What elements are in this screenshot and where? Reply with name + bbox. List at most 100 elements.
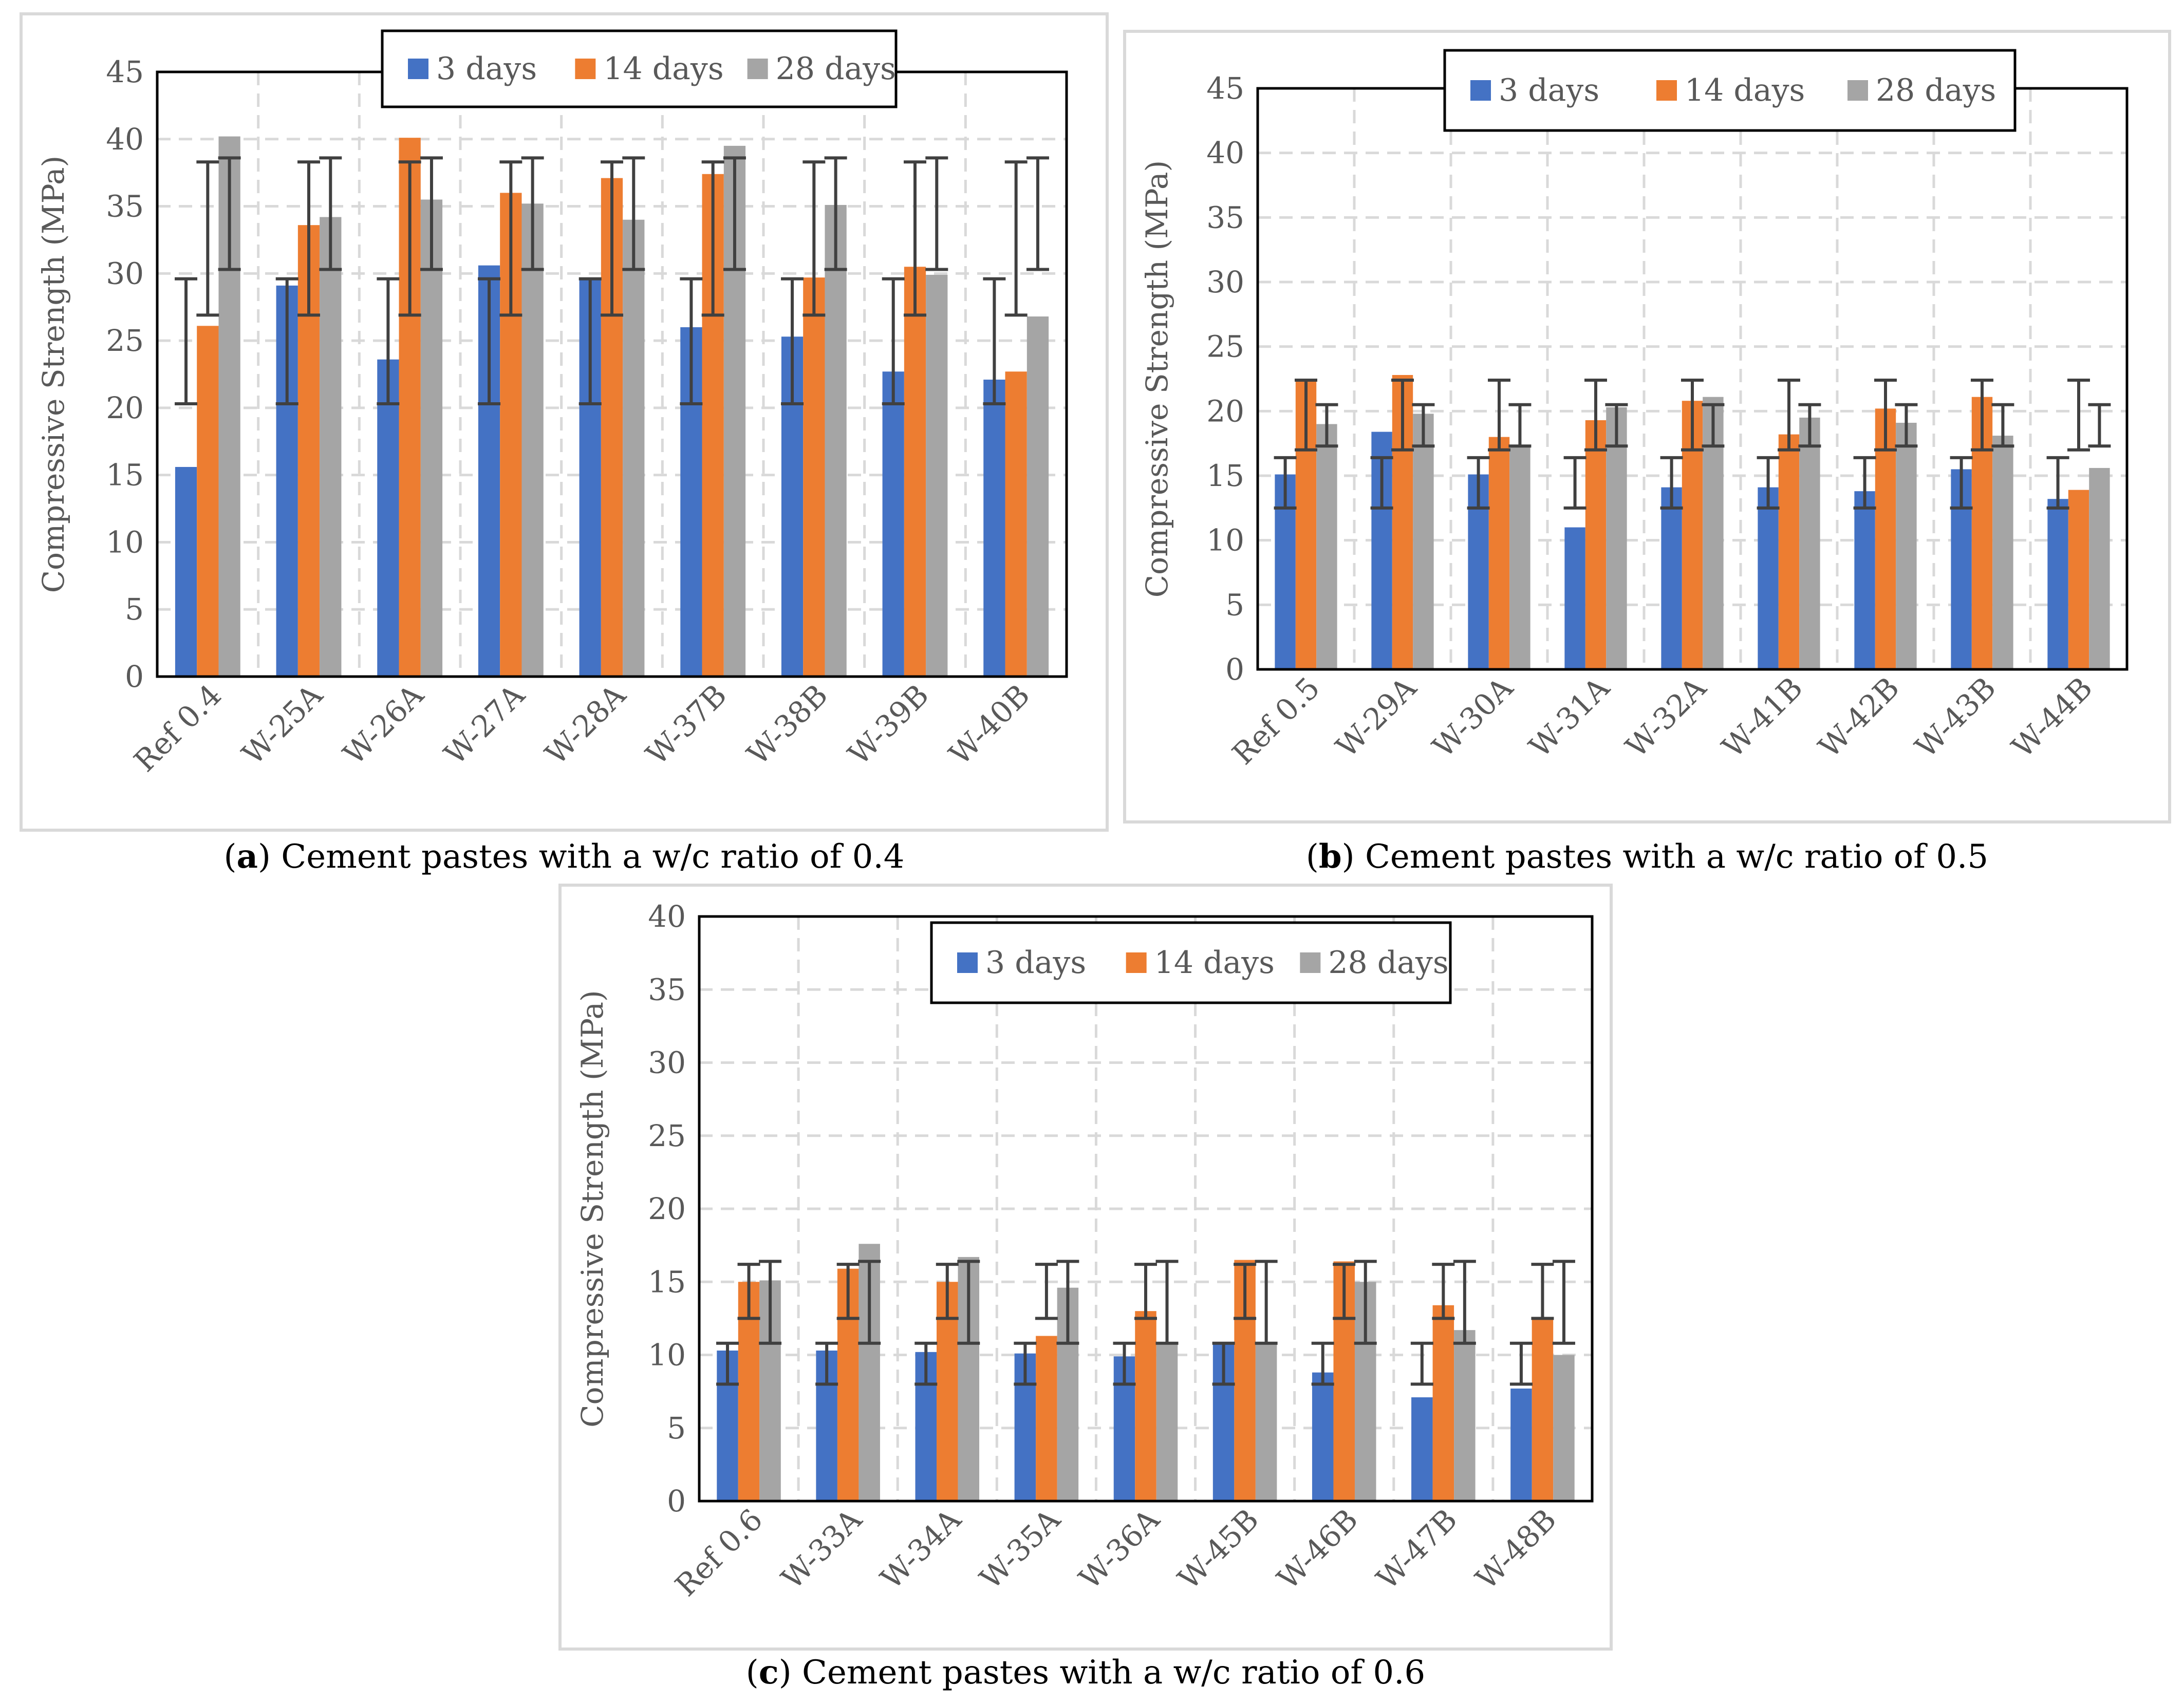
legend-swatch-3-days [1470,80,1491,101]
x-tick-label: W-37B [639,678,733,772]
y-tick-label: 25 [106,323,144,358]
y-tick-label: 15 [106,458,144,493]
y-tick-label: 15 [648,1264,686,1299]
y-tick-label: 35 [106,189,144,224]
y-tick-label: 0 [667,1484,686,1519]
y-tick-label: 25 [1206,329,1244,364]
bar-28-days-W-43B [1992,436,2013,669]
bar-14-days-W-41B [1778,434,1800,669]
y-tick-label: 20 [648,1191,686,1226]
chart-b-error-bars [1274,379,2111,510]
y-tick-label: 0 [1225,652,1244,687]
x-tick-label: W-32A [1619,670,1713,764]
chart-b-legend: 3 days 14 days 28 days [1443,49,2017,132]
x-tick-label: W-43B [1908,670,2002,764]
chart-b-x-ticks: Ref 0.5 W-29A W-30A W-31A W-32A W-41B W-42B W-4… [1225,670,2099,771]
y-tick-label: 45 [1206,71,1244,106]
bar-28-days-W-41B [1799,417,1820,669]
x-tick-label: W-41B [1715,670,1809,764]
x-tick-label: W-26A [337,677,431,772]
bar-28-days-W-38B [825,204,847,677]
bar-14-days-W-39B [904,267,926,677]
x-tick-label: W-33A [775,1502,869,1596]
chart-a-y-axis-label: Compressive Strength (MPa) [36,156,71,593]
x-tick-label: W-35A [973,1502,1068,1596]
bar-28-days-W-30A [1509,446,1530,669]
bar-3-days-W-47B [1411,1397,1433,1501]
chart-a-error-bars [175,156,1049,406]
legend-swatch-3-days [957,952,978,973]
legend-swatch-14-days [1126,952,1147,973]
bar-14-days-W-30A [1488,437,1510,669]
chart-a-x-ticks: Ref 0.4 W-25A W-26A W-27A W-28A W-37B W-38B W-3… [127,677,1037,778]
x-tick-label: W-27A [437,677,532,772]
y-tick-label: 30 [106,256,144,291]
y-tick-label: 40 [648,899,686,934]
y-tick-label: 5 [667,1411,686,1446]
x-tick-label: W-44B [2005,670,2099,764]
bar-3-days-W-40B [983,379,1005,677]
legend-label-3-days: 3 days [1499,72,1599,108]
y-tick-label: 20 [106,390,144,425]
bar-14-days-W-47B [1432,1305,1454,1501]
bar-28-days-W-26A [420,199,443,677]
bar-3-days-W-32A [1661,487,1682,669]
y-tick-label: 40 [106,122,144,157]
bar-28-days-W-25A [320,217,342,677]
legend-swatch-28-days [1300,952,1321,973]
y-tick-label: 10 [648,1338,686,1373]
bar-3-days-W-39B [882,371,904,677]
x-tick-label: W-30A [1426,670,1520,764]
bar-3-days-W-41B [1758,487,1779,669]
bar-28-days-W-42B [1896,422,1917,669]
y-tick-label: 35 [1206,200,1244,235]
x-tick-label: W-31A [1522,670,1617,764]
bar-28-days-W-44B [2089,467,2110,669]
chart-c-plot-frame [698,915,1594,1503]
bar-14-days-W-42B [1875,408,1896,669]
bar-3-days-W-44B [2047,499,2068,669]
bar-14-days-W-48B [1532,1318,1554,1501]
chart-c-svg: 0 5 10 15 20 25 30 35 40 Ref 0.6 W-33A W-34A W-35A W… [575,899,1594,1603]
chart-a-y-ticks: 0 5 10 15 20 25 30 35 40 45 [106,54,144,694]
y-tick-label: 40 [1206,136,1244,171]
x-tick-label: W-45B [1171,1502,1265,1596]
bar-14-days-W-36A [1135,1311,1156,1501]
chart-a-svg: 0 5 10 15 20 25 30 35 40 45 Ref 0.4 W-25A W-26A W-27… [36,29,1068,778]
bar-28-days-W-29A [1413,414,1434,669]
bar-3-days-W-31A [1564,527,1585,669]
y-tick-label: 20 [1206,394,1244,428]
bar-28-days-W-28A [623,219,645,677]
bar-28-days-W-48B [1553,1355,1575,1501]
x-tick-label: W-25A [235,677,330,772]
y-tick-label: 5 [125,592,144,627]
legend-label-28-days: 28 days [1876,72,1996,108]
x-tick-label: W-29A [1329,670,1424,764]
bar-28-days-W-36A [1156,1344,1178,1501]
legend-label-3-days: 3 days [985,945,1086,981]
x-tick-label: W-48B [1469,1502,1563,1596]
bar-28-days-W-47B [1454,1330,1476,1501]
x-tick-label: W-28A [538,677,633,772]
chart-panel-c: 0 5 10 15 20 25 30 35 40 Ref 0.6 W-33A W-34A W-35A W… [558,884,1613,1651]
x-tick-label: W-40B [942,678,1036,772]
y-tick-label: 45 [106,54,144,89]
caption-b: (b) Cement pastes with a w/c ratio of 0.… [1305,837,1989,876]
legend-label-14-days: 14 days [1154,945,1275,981]
legend-swatch-14-days [1656,80,1677,101]
bar-14-days-W-40B [1005,371,1027,677]
bar-28-days-W-40B [1026,316,1049,677]
bar-28-days-W-39B [926,274,948,677]
chart-c-error-bars [716,1260,1575,1386]
y-tick-label: 0 [125,659,144,694]
x-tick-label: W-46B [1271,1502,1365,1596]
y-tick-label: 10 [106,525,144,559]
y-tick-label: 5 [1225,587,1244,622]
bar-28-days-W-27A [521,203,544,677]
y-tick-label: 10 [1206,523,1244,558]
legend-label-28-days: 28 days [776,51,896,87]
y-tick-label: 35 [648,972,686,1007]
legend-swatch-3-days [408,59,428,79]
legend-swatch-14-days [575,59,596,79]
x-tick-label: W-42B [1812,670,1906,764]
